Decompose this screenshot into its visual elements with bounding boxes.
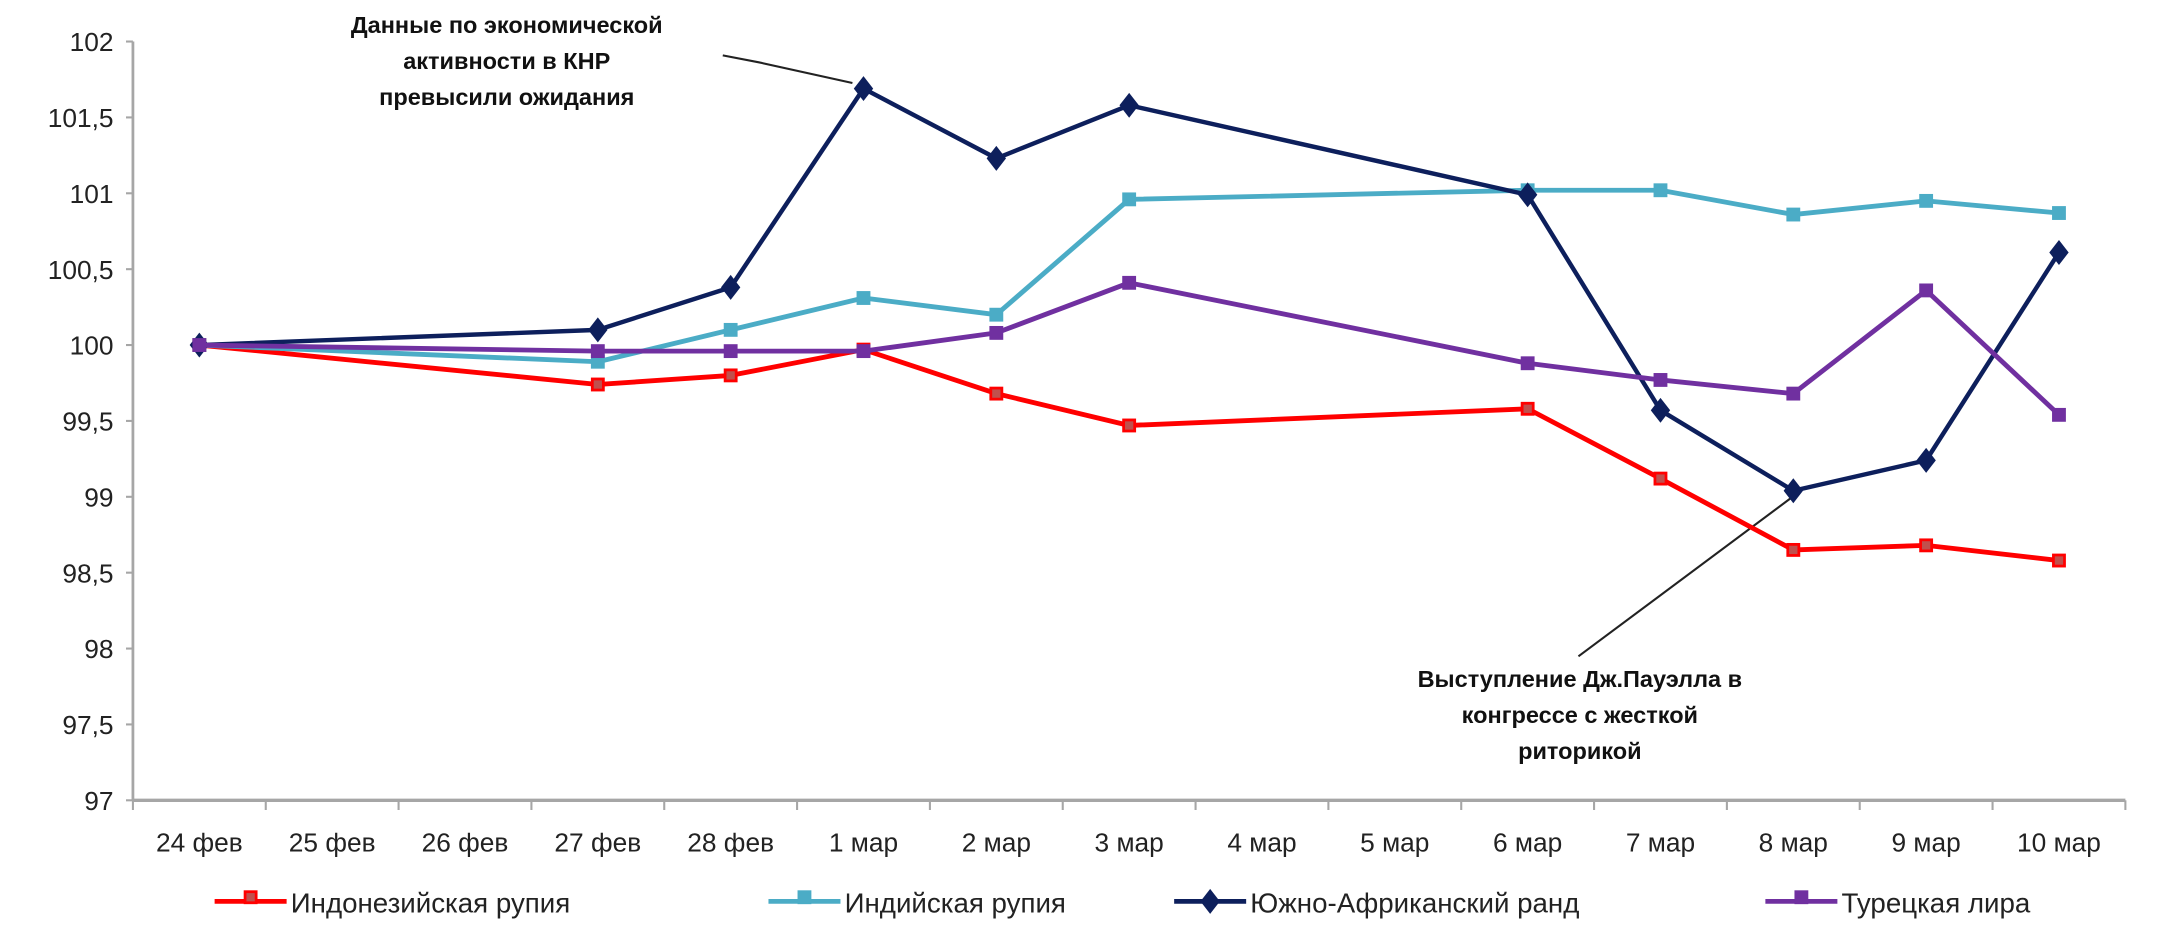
annotation-china-text: превысили ожидания <box>379 84 634 110</box>
legend-marker-icon <box>797 890 812 905</box>
data-point-marker <box>723 322 738 337</box>
series-2 <box>189 76 2069 504</box>
y-tick-label: 100 <box>70 331 114 361</box>
data-point-marker <box>1919 538 1934 553</box>
data-point-marker <box>192 338 207 352</box>
data-point-marker <box>1653 183 1668 198</box>
data-point-marker <box>989 386 1004 401</box>
y-axis: 102 101,5 101 100,5 100 99,5 99 98,5 98 97,5 97 <box>48 27 135 816</box>
data-point-marker <box>853 76 874 102</box>
x-tick-label: 10 мар <box>2017 828 2101 858</box>
x-axis: 24 фев 25 фев 26 фев 27 фев 28 фев 1 мар 2 мар… <box>131 798 2127 858</box>
data-point-marker <box>856 291 871 305</box>
data-point-marker <box>986 145 1007 171</box>
x-tick-label: 26 фев <box>422 828 509 858</box>
x-tick-label: 25 фев <box>289 828 376 858</box>
annotation-powell-text: Выступление Дж.Пауэлла в <box>1418 666 1743 692</box>
data-point-marker <box>989 325 1004 340</box>
x-tick-label: 28 фев <box>687 828 774 858</box>
x-tick-label: 5 мар <box>1360 828 1429 858</box>
annotation-powell-leader <box>1577 495 1794 658</box>
y-tick-label: 97 <box>84 786 113 816</box>
data-point-marker <box>1786 386 1801 401</box>
legend-marker-icon <box>243 890 258 905</box>
annotation-china-leader <box>722 54 853 85</box>
data-point-marker <box>1650 397 1671 423</box>
annotation-powell-text: конгрессе с жесткой <box>1462 702 1698 728</box>
x-tick-label: 2 мар <box>962 828 1031 858</box>
data-point-marker <box>2052 206 2066 220</box>
data-point-marker <box>1520 401 1535 416</box>
legend-item-0: Индонезийская рупия <box>214 887 570 918</box>
x-tick-label: 8 мар <box>1759 828 1828 858</box>
data-point-marker <box>856 344 871 359</box>
data-point-marker <box>723 344 738 359</box>
legend-item-2: Южно-Африканский ранд <box>1174 887 1579 918</box>
data-point-marker <box>1786 207 1801 222</box>
x-tick-label: 24 фев <box>156 828 243 858</box>
legend-label: Индонезийская рупия <box>291 887 570 918</box>
annotation-china-text: Данные по экономической <box>351 12 663 38</box>
series-line <box>199 280 2061 417</box>
data-point-marker <box>590 354 605 369</box>
legend-marker-icon <box>1794 890 1809 905</box>
y-tick-label: 101,5 <box>48 103 114 133</box>
data-point-marker <box>723 368 738 383</box>
x-tick-label: 1 мар <box>829 828 898 858</box>
series-line <box>199 342 2060 563</box>
data-point-marker <box>2052 407 2066 422</box>
data-point-marker <box>1517 182 1538 208</box>
data-point-marker <box>1919 193 1934 208</box>
data-point-marker <box>1653 373 1668 387</box>
data-point-marker <box>1119 92 1139 118</box>
y-tick-label: 98 <box>84 634 113 664</box>
x-tick-label: 3 мар <box>1095 828 1164 858</box>
data-point-marker <box>1122 192 1137 207</box>
data-point-marker <box>2049 240 2069 265</box>
data-point-marker <box>1653 471 1668 486</box>
data-point-marker <box>1520 356 1535 371</box>
data-point-marker <box>2052 553 2066 568</box>
data-point-marker <box>1916 447 1936 473</box>
legend-label: Турецкая лира <box>1842 887 2031 918</box>
annotations: Данные по экономической активности в КНР п… <box>351 12 1794 764</box>
data-point-marker <box>1919 283 1934 298</box>
y-tick-label: 101 <box>70 179 114 209</box>
x-tick-label: 27 фев <box>554 828 641 858</box>
y-tick-label: 98,5 <box>62 558 113 588</box>
legend-label: Южно-Африканский ранд <box>1250 887 1579 918</box>
series-3 <box>192 275 2066 422</box>
data-point-marker <box>1122 275 1137 290</box>
y-tick-label: 97,5 <box>62 710 113 740</box>
annotation-powell-text: риторикой <box>1518 738 1642 764</box>
legend: Индонезийская рупия Индийская рупия Южно-А… <box>214 887 2031 918</box>
data-point-marker <box>1786 542 1801 557</box>
annotation-china-text: активности в КНР <box>403 48 610 74</box>
data-point-marker <box>720 274 741 300</box>
data-point-marker <box>590 344 605 359</box>
data-point-marker <box>1122 418 1137 433</box>
legend-item-1: Индийская рупия <box>768 887 1066 918</box>
legend-label: Индийская рупия <box>845 887 1066 918</box>
y-tick-label: 100,5 <box>48 255 114 285</box>
data-point-marker <box>590 377 605 392</box>
y-tick-label: 99,5 <box>62 407 113 437</box>
data-point-marker <box>588 317 608 343</box>
x-tick-label: 6 мар <box>1493 828 1562 858</box>
x-tick-label: 9 мар <box>1892 828 1961 858</box>
x-tick-label: 4 мар <box>1227 828 1296 858</box>
legend-item-3: Турецкая лира <box>1765 887 2031 918</box>
y-tick-label: 99 <box>84 482 113 512</box>
x-tick-label: 7 мар <box>1626 828 1695 858</box>
data-point-marker <box>989 307 1004 322</box>
data-point-marker <box>1783 478 1803 504</box>
y-tick-label: 102 <box>70 27 114 57</box>
series-layer <box>189 76 2069 568</box>
legend-marker-icon <box>1200 888 1220 914</box>
series-0 <box>192 338 2066 568</box>
